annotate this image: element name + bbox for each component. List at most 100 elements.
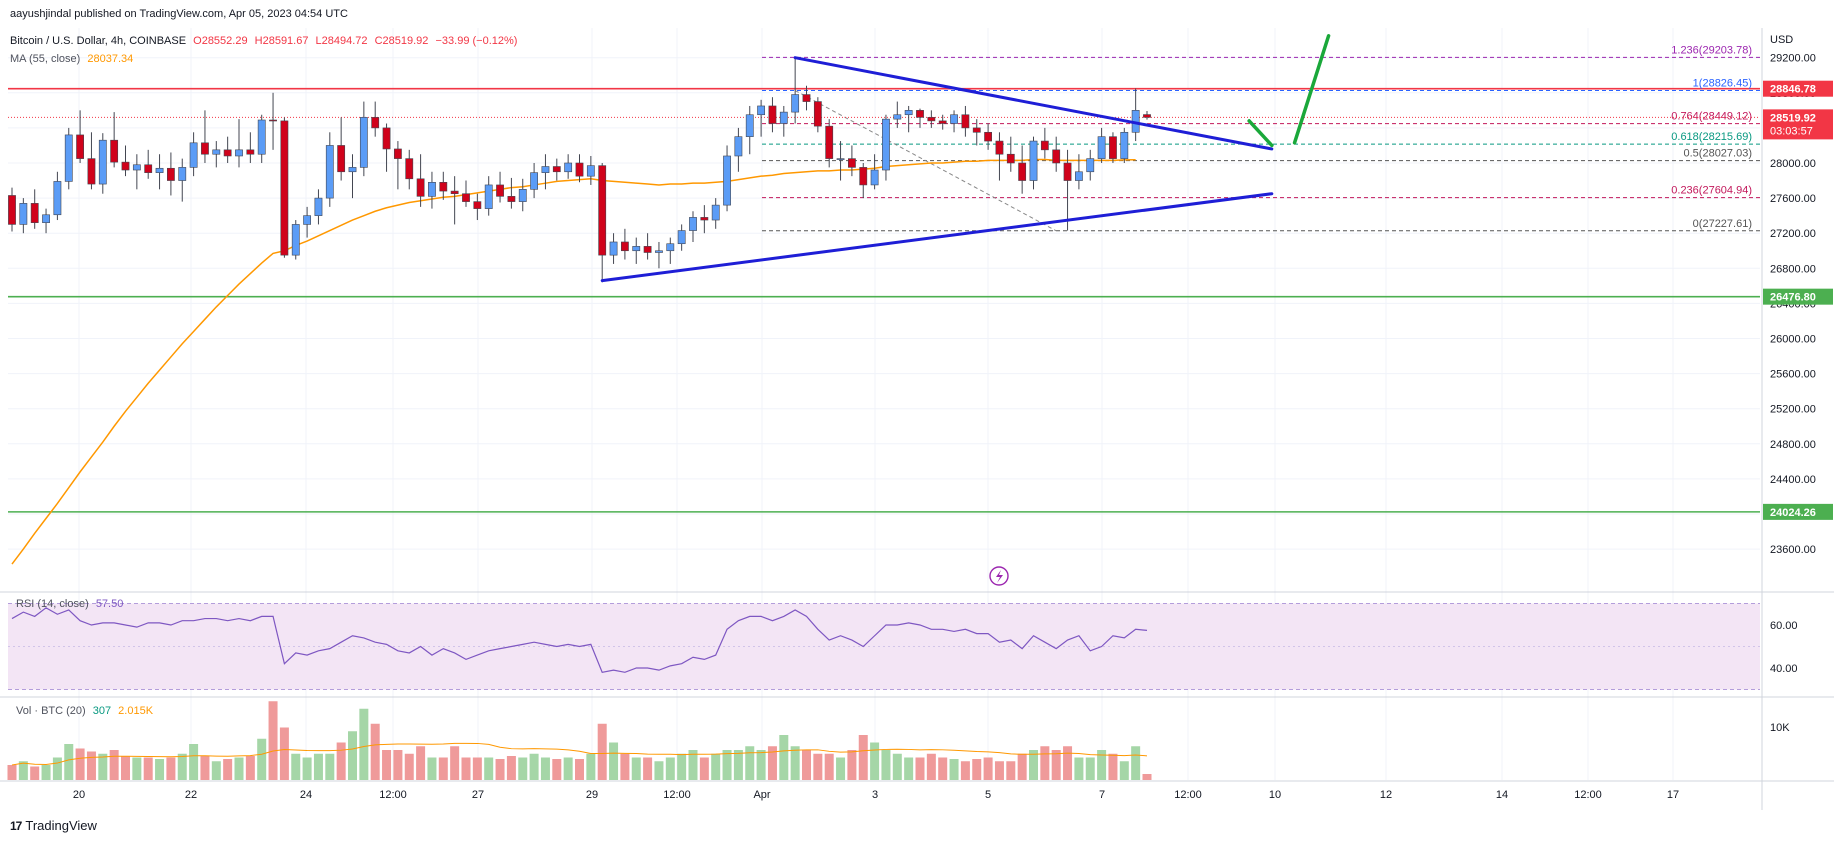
lightning-icon[interactable]: [989, 566, 1009, 586]
candle-bullish[interactable]: [189, 142, 198, 168]
horizontal-levels[interactable]: [8, 87, 1760, 513]
tradingview-logo[interactable]: 17 TradingView: [10, 818, 97, 833]
candle-bullish[interactable]: [132, 164, 141, 171]
candle-bullish[interactable]: [904, 110, 913, 116]
candle-bearish[interactable]: [1006, 153, 1015, 164]
candle-bearish[interactable]: [473, 201, 482, 209]
triangle-trendline[interactable]: [600, 192, 1274, 283]
candle-bearish[interactable]: [496, 184, 504, 197]
candle-bullish[interactable]: [666, 243, 675, 252]
projection-arrow[interactable]: [1292, 34, 1331, 145]
candle-bearish[interactable]: [972, 127, 981, 133]
candle-bullish[interactable]: [212, 149, 221, 155]
candle-bullish[interactable]: [291, 224, 300, 256]
candle-bullish[interactable]: [1029, 140, 1038, 181]
candle-bearish[interactable]: [371, 117, 380, 129]
candle-bearish[interactable]: [110, 139, 119, 163]
candle-bearish[interactable]: [30, 203, 39, 223]
candle-bearish[interactable]: [916, 110, 924, 118]
candle-bearish[interactable]: [382, 127, 391, 150]
candle-bearish[interactable]: [768, 105, 777, 124]
candle-bearish[interactable]: [450, 190, 459, 195]
candle-bullish[interactable]: [359, 117, 368, 168]
symbol-legend[interactable]: Bitcoin / U.S. Dollar, 4h, COINBASE O285…: [10, 34, 521, 48]
volume-legend[interactable]: Vol · BTC (20) 307 2.015K: [16, 705, 157, 717]
candle-bullish[interactable]: [348, 167, 357, 173]
projection-arrow[interactable]: [1247, 119, 1274, 148]
candle-bearish[interactable]: [269, 119, 277, 122]
candle-bullish[interactable]: [484, 184, 493, 209]
candle-bullish[interactable]: [564, 162, 573, 173]
candle-bearish[interactable]: [1018, 162, 1027, 181]
candle-bullish[interactable]: [655, 250, 663, 253]
candle-bearish[interactable]: [813, 101, 822, 127]
candle-bullish[interactable]: [98, 139, 107, 185]
candle-bullish[interactable]: [711, 204, 720, 221]
ma-55-line[interactable]: [11, 158, 1136, 565]
candle-bearish[interactable]: [847, 158, 856, 168]
candle-bearish[interactable]: [144, 164, 153, 173]
candle-bullish[interactable]: [632, 246, 641, 252]
candle-bearish[interactable]: [620, 241, 629, 252]
candle-bearish[interactable]: [416, 178, 425, 197]
candle-bearish[interactable]: [87, 158, 96, 185]
candle-bullish[interactable]: [1120, 131, 1129, 159]
candle-bearish[interactable]: [223, 149, 232, 157]
candle-bearish[interactable]: [439, 182, 448, 192]
candle-bearish[interactable]: [961, 114, 970, 129]
candle-bullish[interactable]: [791, 94, 800, 113]
candle-bearish[interactable]: [1040, 140, 1049, 151]
candle-bullish[interactable]: [428, 182, 436, 197]
candle-bullish[interactable]: [893, 114, 902, 120]
candle-bullish[interactable]: [314, 197, 323, 216]
time-axis[interactable]: 20 22 24 12:00 27 29 12:00 Apr 3 5 7 12:00 10 12 14 12:…: [73, 789, 1679, 801]
candle-bullish[interactable]: [609, 241, 618, 256]
candle-bullish[interactable]: [178, 167, 187, 181]
candle-bearish[interactable]: [598, 165, 607, 256]
candle-bearish[interactable]: [246, 149, 255, 155]
candle-bearish[interactable]: [121, 161, 130, 171]
candle-bullish[interactable]: [235, 149, 243, 157]
symbol-name[interactable]: Bitcoin / U.S. Dollar, 4h, COINBASE: [10, 35, 187, 47]
triangle-trendline[interactable]: [793, 56, 1274, 151]
candle-bullish[interactable]: [1097, 136, 1106, 159]
candle-bearish[interactable]: [575, 162, 584, 177]
candle-bearish[interactable]: [76, 134, 84, 159]
candle-bearish[interactable]: [859, 167, 868, 186]
candle-bearish[interactable]: [201, 142, 209, 155]
candle-bearish[interactable]: [700, 217, 709, 221]
fibonacci-retracement[interactable]: 1.236(29203.78) 1(28826.45) 0.764(28449.12…: [762, 44, 1760, 232]
candle-bullish[interactable]: [1086, 158, 1095, 173]
candle-bearish[interactable]: [643, 246, 652, 253]
trendlines[interactable]: [600, 56, 1274, 283]
candle-bearish[interactable]: [1143, 114, 1151, 118]
candle-bullish[interactable]: [882, 118, 890, 171]
candle-bearish[interactable]: [1063, 162, 1072, 181]
candle-bullish[interactable]: [689, 217, 697, 231]
candle-bullish[interactable]: [155, 167, 164, 173]
candle-bearish[interactable]: [393, 148, 402, 159]
candle-bullish[interactable]: [870, 169, 879, 186]
candle-bearish[interactable]: [1109, 136, 1117, 159]
candle-bullish[interactable]: [745, 114, 754, 137]
candle-bullish[interactable]: [530, 172, 538, 190]
candle-bullish[interactable]: [779, 111, 788, 124]
candle-bearish[interactable]: [938, 120, 947, 124]
candle-bullish[interactable]: [723, 155, 731, 206]
candle-bullish[interactable]: [1075, 171, 1083, 181]
candle-bearish[interactable]: [802, 94, 811, 102]
candle-bearish[interactable]: [462, 193, 470, 202]
ma-legend[interactable]: MA (55, close) 28037.34: [10, 52, 137, 66]
candle-bullish[interactable]: [257, 119, 266, 155]
candle-bullish[interactable]: [757, 105, 765, 116]
candle-bearish[interactable]: [167, 167, 175, 181]
candle-bullish[interactable]: [303, 215, 311, 225]
candle-bullish[interactable]: [836, 158, 845, 160]
candle-bearish[interactable]: [405, 158, 414, 180]
rsi-pane[interactable]: 60.00 40.00: [8, 603, 1798, 690]
candle-bullish[interactable]: [53, 181, 62, 216]
candle-bullish[interactable]: [950, 114, 958, 124]
candle-bullish[interactable]: [541, 166, 550, 173]
candle-bullish[interactable]: [325, 145, 334, 199]
